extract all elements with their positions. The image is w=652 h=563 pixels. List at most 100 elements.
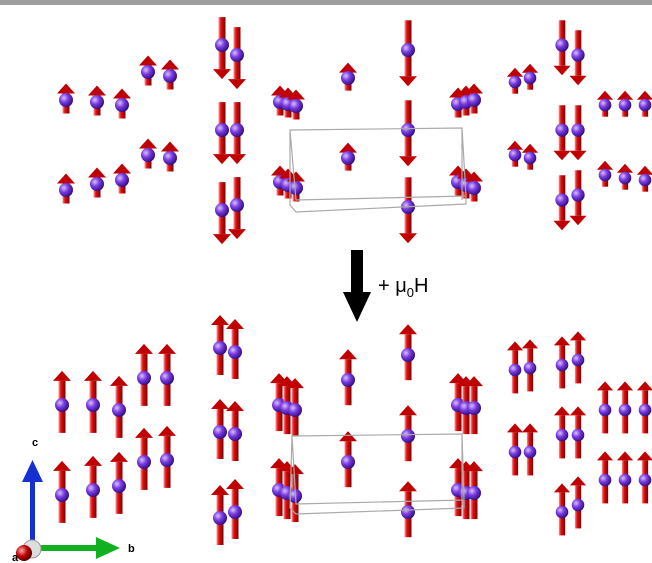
atom	[289, 181, 303, 195]
spin-arrow-head	[506, 67, 524, 77]
spin-arrow-head	[113, 88, 131, 99]
unit-cell	[289, 127, 467, 515]
atom	[523, 361, 537, 375]
atom	[213, 341, 227, 355]
atom	[163, 69, 177, 83]
spin-arrow-head	[228, 79, 246, 90]
atom	[571, 498, 585, 512]
spin-arrow-head	[211, 485, 229, 495]
atom	[230, 123, 244, 137]
atom	[523, 71, 537, 85]
spin-arrow-head	[569, 331, 587, 341]
atom	[289, 99, 303, 113]
atom	[288, 403, 302, 417]
spin-arrow-head	[53, 460, 71, 471]
atom	[571, 353, 585, 367]
spin-arrow-head	[57, 173, 75, 184]
atom	[555, 428, 569, 442]
spin-arrow-head	[211, 399, 229, 409]
spin-arrow-head	[596, 160, 614, 170]
spin-arrow-head	[616, 381, 634, 391]
spin-arrow-head	[596, 90, 614, 100]
atom	[638, 173, 652, 187]
spin-arrow-head	[465, 376, 483, 387]
atom	[341, 151, 355, 165]
axis-label-b: b	[128, 543, 135, 555]
spin-arrow-head	[465, 171, 483, 182]
spin-arrow-head	[57, 83, 75, 94]
atom	[401, 43, 415, 57]
spin-arrow-head	[88, 167, 106, 178]
atom	[555, 193, 569, 207]
spin-arrow-head	[596, 381, 614, 391]
atom	[137, 371, 151, 385]
spin-arrow-head	[161, 59, 179, 70]
axis-label-c: c	[32, 437, 38, 449]
spin-arrow-head	[636, 90, 652, 100]
spin-arrow-head	[569, 476, 587, 486]
atom	[571, 48, 585, 62]
spin-arrow-head	[339, 431, 357, 442]
atom	[228, 427, 242, 441]
atom	[59, 93, 73, 107]
atom	[467, 486, 481, 500]
axes-indicator: c b a	[12, 437, 135, 563]
spin-arrow-head	[213, 69, 231, 80]
spin-arrow-head	[339, 349, 357, 360]
axis-label-a: a	[12, 552, 19, 563]
spin-arrow-head	[53, 370, 71, 381]
atom	[55, 488, 69, 502]
spin-arrow-head	[213, 234, 231, 245]
atom	[638, 98, 652, 112]
spin-arrow-head	[521, 423, 539, 433]
spin-arrow-head	[161, 141, 179, 152]
spin-arrow-head	[339, 142, 357, 153]
atom	[90, 177, 104, 191]
spin-arrow-head	[213, 154, 231, 165]
spin-arrow-head	[553, 483, 571, 493]
spin-arrow-head	[135, 343, 153, 354]
spin-arrow-head	[553, 336, 571, 346]
spin-arrow-head	[521, 63, 539, 73]
spin-arrow-head	[465, 83, 483, 94]
spin-arrow-head	[110, 375, 128, 386]
spin-structure	[53, 17, 652, 545]
spin-arrow-head	[506, 423, 524, 433]
atom	[341, 455, 355, 469]
atom	[555, 123, 569, 137]
atom	[598, 403, 612, 417]
spin-arrow-head	[399, 405, 417, 416]
spin-arrow-head	[226, 319, 244, 329]
atom	[230, 198, 244, 212]
atom	[215, 203, 229, 217]
spin-arrow-head	[158, 343, 176, 354]
atom	[618, 473, 632, 487]
atom	[163, 151, 177, 165]
spin-arrow-head	[399, 76, 417, 87]
atom	[571, 123, 585, 137]
spin-arrow-head	[110, 451, 128, 462]
atom	[401, 429, 415, 443]
atom	[467, 401, 481, 415]
spin-arrow-head	[553, 150, 571, 161]
atom	[638, 403, 652, 417]
atom	[508, 363, 522, 377]
spin-arrow-head	[521, 143, 539, 153]
spin-arrow-head	[521, 339, 539, 349]
atom	[86, 398, 100, 412]
spin-arrow-head	[553, 220, 571, 231]
atom	[115, 98, 129, 112]
atom	[137, 455, 151, 469]
spin-arrow-head	[158, 425, 176, 436]
atom	[598, 98, 612, 112]
spin-arrow-head	[88, 85, 106, 96]
atom	[341, 71, 355, 85]
spin-arrow-head	[569, 406, 587, 416]
spin-arrow-head	[139, 55, 157, 66]
field-label: + μ0H	[378, 275, 428, 300]
spin-arrow-head	[636, 451, 652, 461]
field-arrow	[343, 250, 371, 322]
atom	[90, 95, 104, 109]
top-bar	[0, 0, 652, 5]
